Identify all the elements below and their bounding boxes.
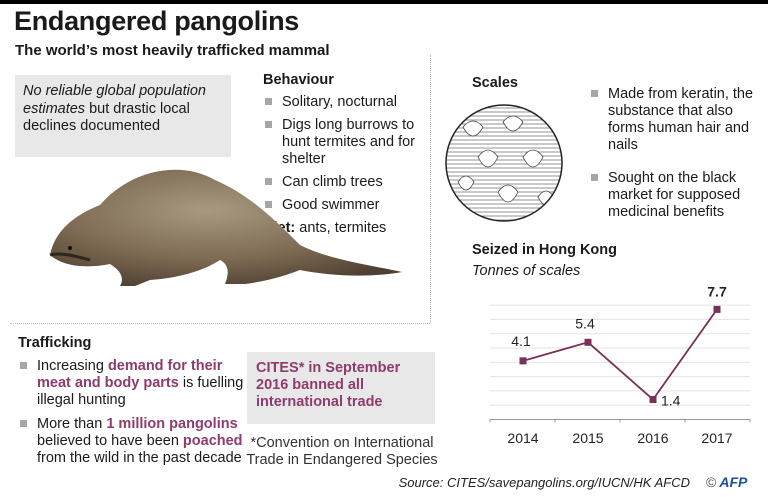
bullet-square-icon <box>265 178 272 185</box>
diet-value: ants, termites <box>295 220 387 236</box>
data-point <box>713 305 721 313</box>
text: is fuelling illegal hunting <box>37 375 244 408</box>
data-point <box>519 357 527 365</box>
chart-title: Seized in Hong Kong <box>472 242 617 258</box>
data-point <box>649 395 657 403</box>
page-subtitle: The world’s most heavily trafficked mamm… <box>15 42 330 59</box>
horizontal-divider <box>10 323 430 324</box>
bullet-square-icon <box>20 362 27 369</box>
text: Increasing <box>37 358 108 374</box>
bullet-square-icon <box>20 420 27 427</box>
highlight-text: demand for their meat and body parts <box>37 358 223 391</box>
scales-item: Made from keratin, the substance that al… <box>589 86 764 154</box>
behaviour-item: Good swimmer <box>263 197 423 214</box>
bullet-square-icon <box>265 121 272 128</box>
behaviour-item: Can climb trees <box>263 174 423 191</box>
data-label: 1.4 <box>661 392 681 408</box>
scales-item: Sought on the black market for supposed … <box>589 170 764 221</box>
top-bar <box>0 0 768 4</box>
bullet-square-icon <box>265 201 272 208</box>
scales-text: Made from keratin, the substance that al… <box>608 86 754 153</box>
scales-list: Made from keratin, the substance that al… <box>589 86 764 227</box>
pangolin-illustration <box>49 169 402 286</box>
source-credit: Source: CITES/savepangolins.org/IUCN/HK … <box>398 475 690 490</box>
scales-texture-illustration <box>445 104 563 222</box>
x-tick-label: 2016 <box>637 430 668 446</box>
cites-ban-box: CITES* in September 2016 banned all inte… <box>247 352 435 424</box>
behaviour-text: Can climb trees <box>282 174 383 190</box>
population-note-rest: but drastic local declines documented <box>23 100 190 135</box>
scales-heading: Scales <box>472 75 518 91</box>
trafficking-item: Increasing demand for their meat and bod… <box>18 358 248 409</box>
scales-text: Sought on the black market for supposed … <box>608 170 741 220</box>
bullet-square-icon <box>591 90 598 97</box>
series-line <box>522 308 718 401</box>
copyright-symbol: © <box>706 474 717 490</box>
bullet-square-icon <box>591 174 598 181</box>
data-label: 4.1 <box>511 333 531 349</box>
afp-logo-text: AFP <box>719 474 748 490</box>
population-note-italic: No reliable global population estimates <box>23 83 206 117</box>
text: believed to have been <box>37 433 183 449</box>
text: from the wild in the past decade <box>37 450 242 466</box>
x-tick-label: 2015 <box>572 430 603 446</box>
data-label: 7.7 <box>707 283 727 299</box>
behaviour-text: Digs long burrows to hunt termites and f… <box>282 117 415 167</box>
data-label: 5.4 <box>575 315 595 331</box>
highlight-text: poached <box>182 433 243 449</box>
page-title: Endangered pangolins <box>14 6 300 36</box>
trafficking-heading: Trafficking <box>18 335 92 351</box>
highlight-text: 1 million pangolins <box>106 416 238 432</box>
behaviour-item: Solitary, nocturnal <box>263 94 423 111</box>
afp-logo: © AFP <box>706 474 747 490</box>
trafficking-section: Trafficking Increasing demand for their … <box>18 335 248 473</box>
chart-subtitle: Tonnes of scales <box>472 263 581 279</box>
behaviour-item: Digs long burrows to hunt termites and f… <box>263 117 423 168</box>
behaviour-text: Solitary, nocturnal <box>282 94 397 110</box>
bullet-square-icon <box>265 98 272 105</box>
text: More than <box>37 416 107 432</box>
x-tick-label: 2014 <box>507 430 538 446</box>
population-note-box: No reliable global population estimates … <box>15 75 231 157</box>
behaviour-text: Good swimmer <box>282 197 380 213</box>
cites-footnote: *Convention on International Trade in En… <box>246 435 438 468</box>
trafficking-item: More than 1 million pangolins believed t… <box>18 416 248 467</box>
behaviour-heading: Behaviour <box>263 72 334 88</box>
data-point <box>584 338 592 346</box>
x-tick-label: 2017 <box>701 430 732 446</box>
behaviour-section: Behaviour Solitary, nocturnal Digs long … <box>263 72 423 236</box>
vertical-divider <box>430 55 431 323</box>
